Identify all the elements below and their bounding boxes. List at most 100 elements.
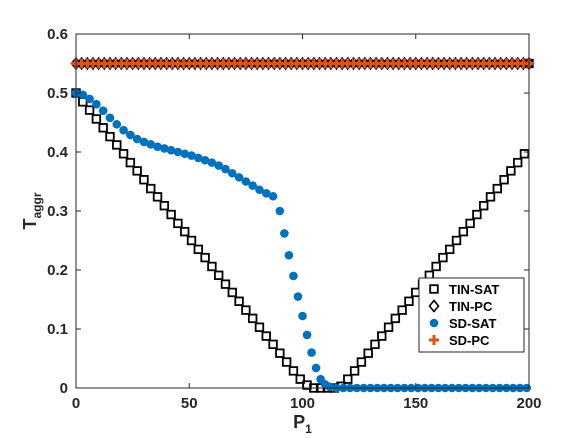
data-point	[383, 322, 394, 332]
data-point	[200, 155, 210, 165]
data-point	[363, 348, 373, 358]
data-point	[118, 149, 129, 159]
legend-marker	[429, 335, 439, 345]
data-point	[478, 200, 489, 211]
y-axis-label: Taggr	[20, 192, 44, 229]
legend-entry: TIN-SAT	[449, 282, 499, 297]
data-point	[248, 181, 257, 190]
x-tick-label: 0	[72, 395, 80, 412]
data-point	[153, 142, 162, 151]
data-point	[152, 192, 163, 202]
data-point	[261, 189, 271, 198]
data-point	[241, 305, 251, 315]
data-point	[275, 206, 285, 216]
data-point	[166, 209, 176, 220]
data-point	[220, 279, 231, 289]
data-point	[173, 147, 183, 157]
data-point	[485, 192, 496, 202]
data-point	[132, 166, 142, 176]
legend-marker	[428, 299, 440, 313]
data-point	[193, 244, 204, 255]
data-point	[451, 235, 462, 246]
data-point	[247, 313, 258, 324]
data-point	[160, 144, 169, 153]
data-point	[512, 157, 523, 168]
data-point	[506, 166, 516, 176]
data-point	[499, 175, 509, 185]
data-point	[84, 105, 95, 115]
data-point	[254, 322, 265, 332]
data-point	[105, 113, 115, 123]
data-point	[194, 153, 203, 163]
data-point	[159, 200, 170, 211]
data-point	[343, 374, 353, 384]
data-point	[377, 331, 387, 341]
series-sd-pc	[71, 58, 534, 69]
data-point	[186, 235, 197, 246]
tick-labels: 0 50 100 150 200 0 0.1 0.2 0.3 0.4 0.5 0.6	[47, 26, 541, 412]
data-point	[431, 261, 441, 272]
axes	[75, 33, 530, 389]
data-point	[146, 140, 156, 149]
data-point	[325, 382, 334, 392]
y-tick-label: 0.2	[47, 262, 68, 279]
y-tick-label: 0.6	[47, 26, 68, 43]
legend-entry: SD-SAT	[449, 316, 496, 331]
data-point	[213, 270, 224, 281]
data-point	[261, 331, 271, 341]
data-point	[207, 158, 217, 167]
data-point	[234, 296, 244, 306]
data-point	[105, 131, 115, 142]
data-point	[390, 313, 401, 324]
data-point	[298, 311, 307, 321]
data-point	[492, 183, 502, 194]
data-point	[280, 229, 289, 238]
data-point	[289, 271, 298, 281]
x-tick-label: 150	[403, 395, 428, 412]
x-tick-label: 50	[181, 395, 198, 412]
data-point	[268, 339, 278, 350]
data-point	[187, 151, 196, 160]
data-point	[288, 366, 299, 376]
data-point	[173, 218, 183, 229]
data-point	[302, 330, 312, 340]
data-point	[234, 173, 244, 182]
data-point	[227, 168, 237, 178]
data-point	[112, 119, 122, 129]
y-tick-label: 0	[60, 380, 68, 397]
y-tick-label: 0.1	[47, 321, 68, 338]
data-point	[125, 157, 136, 168]
data-point	[255, 185, 264, 195]
legend-marker	[429, 284, 439, 294]
y-tick-label: 0.5	[47, 85, 68, 102]
data-point	[349, 366, 360, 376]
data-point	[180, 226, 190, 237]
data-point	[268, 191, 278, 201]
data-point	[119, 125, 128, 135]
data-point	[214, 161, 223, 170]
data-point	[356, 357, 367, 367]
data-point	[200, 252, 210, 263]
data-point	[445, 244, 455, 255]
data-point	[180, 149, 190, 159]
data-point	[166, 145, 176, 155]
legend-marker	[429, 318, 439, 328]
data-point	[438, 252, 448, 263]
legend-entry: TIN-PC	[449, 299, 493, 314]
data-point	[241, 177, 251, 186]
x-tick-label: 100	[290, 395, 315, 412]
data-point	[139, 137, 149, 147]
data-point	[112, 140, 122, 150]
x-axis-label: P1	[293, 412, 312, 436]
data-point	[98, 106, 108, 115]
data-point	[311, 363, 321, 373]
data-point	[92, 99, 101, 109]
data-point	[472, 209, 482, 220]
data-point	[146, 183, 156, 194]
data-point	[370, 339, 380, 350]
data-point	[132, 134, 142, 144]
data-point	[465, 218, 475, 229]
data-point	[126, 130, 135, 140]
legend-entry: SD-PC	[449, 333, 490, 348]
